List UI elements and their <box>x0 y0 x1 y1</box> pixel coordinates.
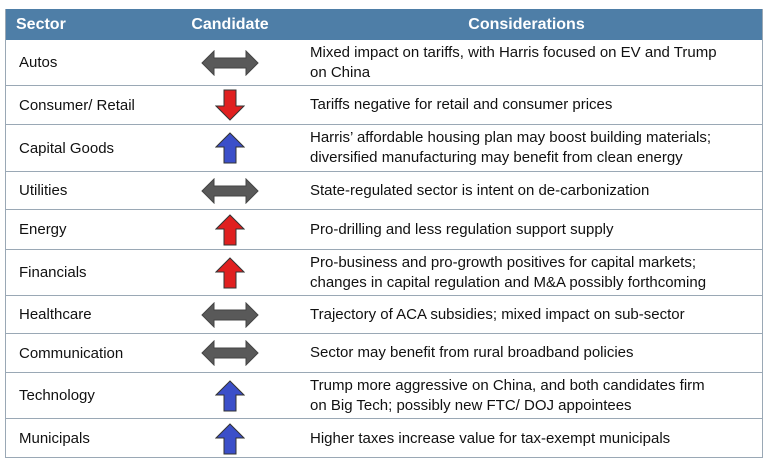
double-horizontal-arrow-icon <box>201 301 259 328</box>
header-sector: Sector <box>16 15 66 33</box>
table-row: Utilities State-regulated sector is inten… <box>6 172 763 210</box>
considerations-line: Tariffs negative for retail and consumer… <box>310 96 613 113</box>
considerations-text: State-regulated sector is intent on de-c… <box>290 181 763 201</box>
considerations-text: Pro-drilling and less regulation support… <box>290 220 763 240</box>
double-horizontal-arrow-icon <box>201 340 259 366</box>
header-considerations: Considerations <box>468 15 585 33</box>
sector-name: Autos <box>19 54 58 71</box>
sector-name: Healthcare <box>19 306 92 323</box>
sector-table: Sector Candidate Considerations Autos Mix… <box>6 9 763 458</box>
considerations-text: Higher taxes increase value for tax-exem… <box>290 429 763 449</box>
table-row: Capital Goods Harris’ affordable housing … <box>6 125 763 172</box>
candidate-arrow <box>170 177 290 204</box>
red-up-arrow-icon <box>215 213 245 245</box>
candidate-arrow <box>170 132 290 164</box>
candidate-arrow <box>170 301 290 328</box>
considerations-line: Pro-drilling and less regulation support… <box>310 220 614 238</box>
sector-name: Municipals <box>19 430 90 447</box>
considerations-line: State-regulated sector is intent on de-c… <box>310 181 650 199</box>
considerations-text: Trajectory of ACA subsidies; mixed impac… <box>290 305 763 325</box>
candidate-arrow <box>170 422 290 455</box>
candidate-arrow <box>170 256 290 289</box>
considerations-text: Trump more aggressive on China, and both… <box>290 376 763 416</box>
table-row: Healthcare Trajectory of ACA subsidies; m… <box>6 296 763 334</box>
sector-name: Communication <box>19 344 124 362</box>
blue-up-arrow-icon <box>215 379 245 411</box>
table-row: Autos Mixed impact on tariffs, with Harri… <box>6 40 763 86</box>
considerations-line: Sector may benefit from rural broadband … <box>310 344 634 361</box>
table-row: Communication Sector may benefit from rur… <box>6 334 763 373</box>
table-body: Autos Mixed impact on tariffs, with Harri… <box>6 40 763 458</box>
considerations-line: Pro-business and pro-growth positives fo… <box>310 253 697 271</box>
candidate-arrow <box>170 379 290 412</box>
red-down-arrow-icon <box>215 89 245 121</box>
sector-name: Capital Goods <box>19 139 115 157</box>
considerations-text: Sector may benefit from rural broadband … <box>290 343 763 363</box>
considerations-line: changes in capital regulation and M&A po… <box>310 273 707 291</box>
considerations-text: Pro-business and pro-growth positives fo… <box>290 253 763 293</box>
table-row: Technology Trump more aggressive on China… <box>6 373 763 419</box>
considerations-line: Harris’ affordable housing plan may boos… <box>310 129 712 146</box>
red-up-arrow-icon <box>215 256 245 288</box>
double-horizontal-arrow-icon <box>201 177 259 204</box>
considerations-text: Tariffs negative for retail and consumer… <box>290 95 763 115</box>
sector-name: Technology <box>19 387 95 404</box>
candidate-arrow <box>170 340 290 366</box>
sector-name: Financials <box>19 264 87 281</box>
double-horizontal-arrow-icon <box>201 49 259 76</box>
considerations-line: on China <box>310 63 371 81</box>
considerations-line: Mixed impact on tariffs, with Harris foc… <box>310 43 717 61</box>
table-header: Sector Candidate Considerations <box>6 9 763 40</box>
considerations-line: Higher taxes increase value for tax-exem… <box>310 429 671 447</box>
candidate-arrow <box>170 89 290 121</box>
considerations-text: Mixed impact on tariffs, with Harris foc… <box>290 43 763 83</box>
considerations-line: diversified manufacturing may benefit fr… <box>310 149 683 166</box>
candidate-arrow <box>170 49 290 76</box>
sector-name: Energy <box>19 221 67 238</box>
table-row: Consumer/ Retail Tariffs negative for ret… <box>6 86 763 125</box>
considerations-line: on Big Tech; possibly new FTC/ DOJ appoi… <box>310 396 632 414</box>
table-row: Energy Pro-drilling and less regulation s… <box>6 210 763 250</box>
header-candidate: Candidate <box>191 15 269 33</box>
sector-name: Utilities <box>19 182 68 199</box>
considerations-line: Trump more aggressive on China, and both… <box>310 376 705 394</box>
considerations-text: Harris’ affordable housing plan may boos… <box>290 128 763 168</box>
sector-name: Consumer/ Retail <box>19 96 135 114</box>
blue-up-arrow-icon <box>215 422 245 454</box>
blue-up-arrow-icon <box>215 132 245 164</box>
considerations-line: Trajectory of ACA subsidies; mixed impac… <box>310 305 685 323</box>
table-row: Municipals Higher taxes increase value fo… <box>6 419 763 458</box>
table-row: Financials Pro-business and pro-growth po… <box>6 250 763 296</box>
candidate-arrow <box>170 213 290 246</box>
